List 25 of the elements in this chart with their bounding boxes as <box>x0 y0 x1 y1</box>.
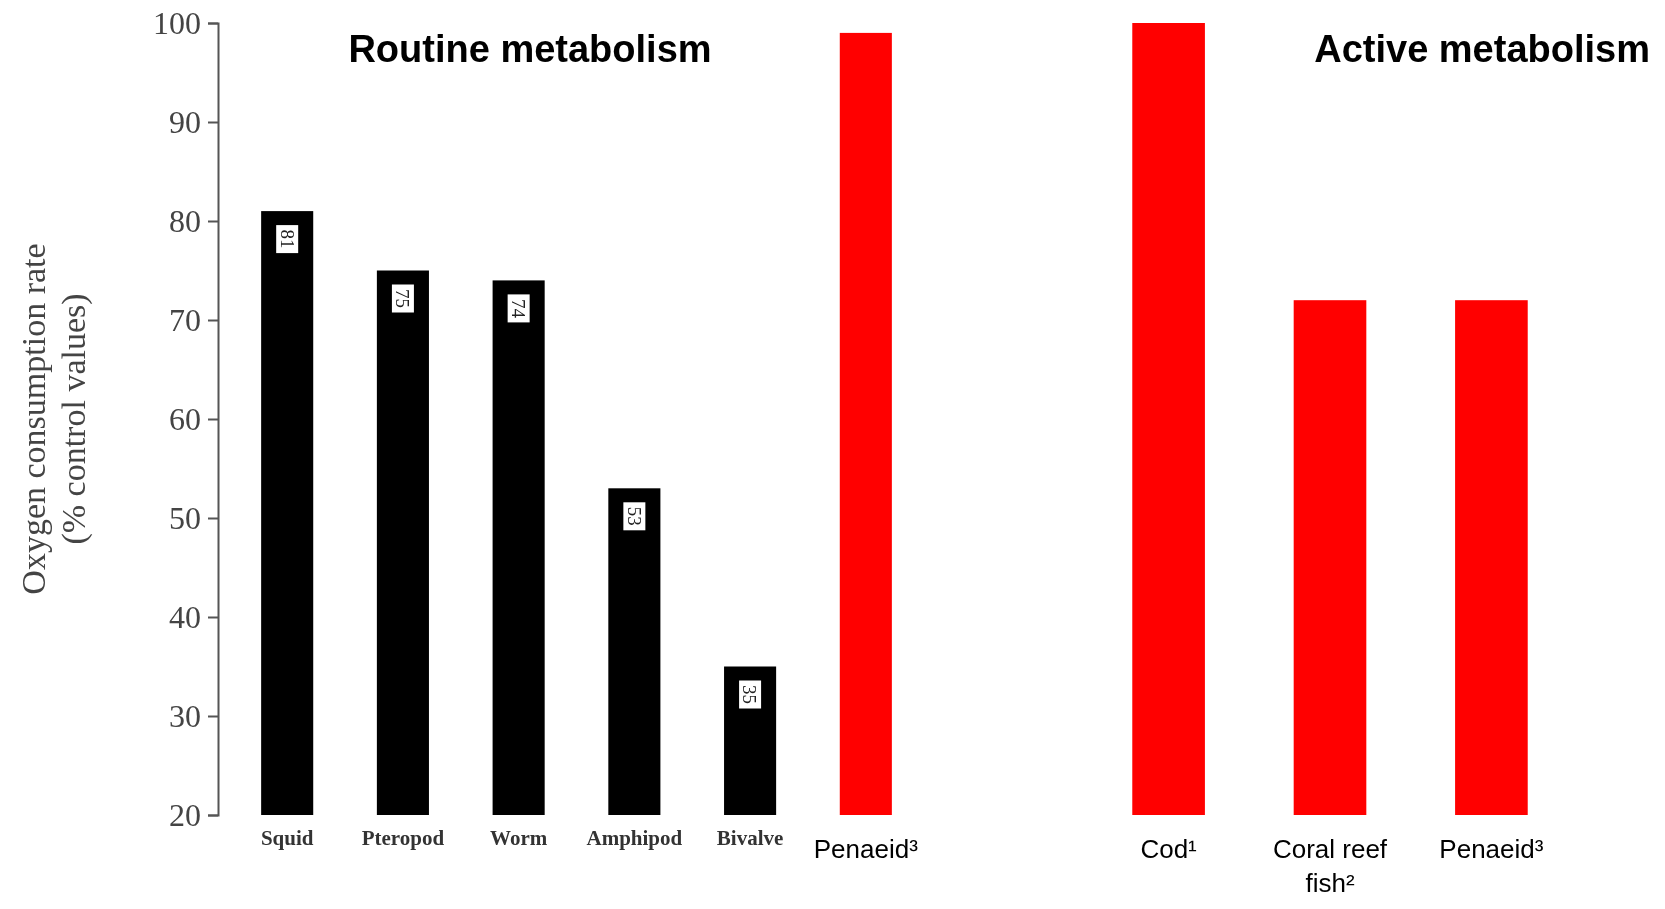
y-tick-label: 20 <box>169 796 201 833</box>
x-tick-label: Pteropod <box>361 826 445 850</box>
x-tick-label: Bivalve <box>716 826 784 850</box>
y-tick-label: 100 <box>153 4 201 41</box>
y-tick-label: 60 <box>169 400 201 437</box>
category-label: Cod¹ <box>1140 834 1197 864</box>
x-tick-label: Worm <box>490 826 548 850</box>
x-tick-label: Penaeid³ <box>813 834 919 864</box>
data-label: 74 <box>507 298 529 319</box>
chart-title: Active metabolism <box>1314 28 1650 70</box>
y-tick-label: 50 <box>169 499 201 536</box>
y-tick-label: 30 <box>169 697 201 734</box>
y-axis-title: Oxygen consumption rate (% control values) <box>15 243 93 595</box>
data-label: 75 <box>392 289 414 308</box>
data-label: 81 <box>276 229 298 249</box>
y-tick-label: 40 <box>169 598 201 635</box>
x-tick-label: Squid <box>260 826 314 850</box>
data-label: 53 <box>623 506 645 526</box>
y-tick-label: 80 <box>169 202 201 239</box>
y-tick-label: 70 <box>169 301 201 338</box>
chart-title: Routine metabolism <box>348 28 712 70</box>
category-label: Coral reef fish² <box>1272 834 1388 898</box>
data-label: 35 <box>739 685 761 704</box>
y-tick-label: 90 <box>169 103 201 140</box>
x-tick-label: Amphipod <box>586 826 683 850</box>
